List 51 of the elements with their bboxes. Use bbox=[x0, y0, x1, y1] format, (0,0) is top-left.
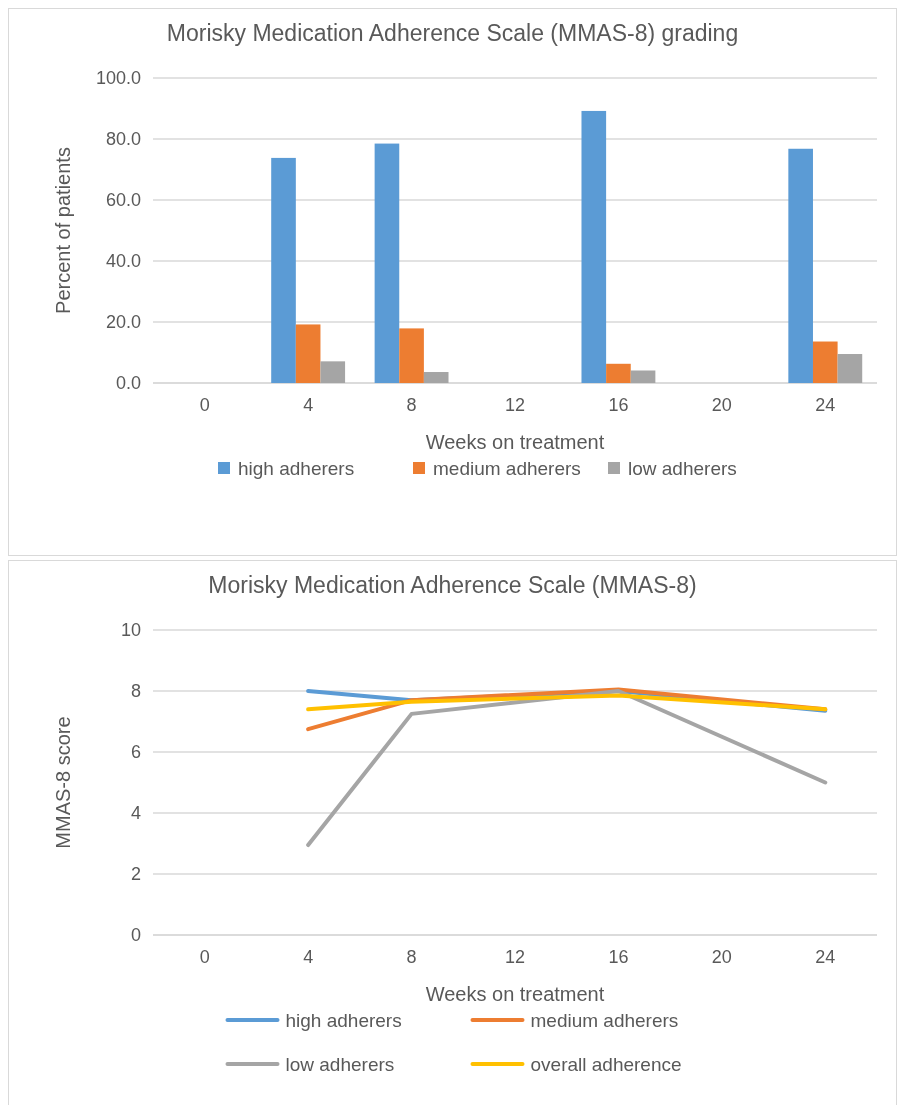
y-tick-label: 40.0 bbox=[105, 251, 141, 272]
y-tick-label: 80.0 bbox=[105, 129, 141, 150]
bar bbox=[630, 370, 656, 383]
x-tick-label: 0 bbox=[199, 947, 210, 967]
x-tick-label: 16 bbox=[608, 395, 629, 415]
x-tick-label: 8 bbox=[406, 947, 417, 967]
bar bbox=[423, 372, 449, 383]
bar bbox=[788, 148, 813, 383]
legend-label: high adherers bbox=[285, 1009, 402, 1031]
y-axis-title: Percent of patients bbox=[52, 147, 74, 314]
chart-title: Morisky Medication Adherence Scale (MMAS-8) grading bbox=[166, 20, 739, 46]
y-tick-label: 0 bbox=[130, 925, 141, 946]
x-tick-label: 0 bbox=[199, 395, 210, 415]
x-axis-title: Weeks on treatment bbox=[425, 983, 605, 1005]
bar bbox=[606, 363, 631, 383]
x-tick-label: 20 bbox=[711, 947, 732, 967]
y-tick-label: 2 bbox=[130, 864, 141, 885]
y-tick-label: 4 bbox=[130, 803, 141, 824]
y-tick-label: 10 bbox=[120, 620, 141, 641]
bar bbox=[295, 324, 321, 383]
x-tick-label: 8 bbox=[406, 395, 417, 415]
y-tick-label: 6 bbox=[130, 742, 141, 763]
bar bbox=[374, 143, 400, 383]
legend-label: overall adherence bbox=[530, 1053, 682, 1075]
y-tick-label: 60.0 bbox=[105, 190, 141, 211]
legend-label: medium adherers bbox=[530, 1009, 679, 1031]
legend-label: low adherers bbox=[628, 457, 737, 479]
x-tick-label: 24 bbox=[815, 395, 836, 415]
y-tick-label: 8 bbox=[130, 681, 141, 702]
x-tick-label: 12 bbox=[504, 395, 526, 415]
bar bbox=[399, 328, 424, 383]
legend-label: medium adherers bbox=[433, 457, 581, 479]
bar bbox=[320, 361, 346, 383]
x-tick-label: 16 bbox=[608, 947, 629, 967]
bar bbox=[271, 157, 296, 383]
bar bbox=[812, 341, 838, 383]
bar bbox=[581, 110, 607, 383]
y-tick-label: 100.0 bbox=[95, 68, 141, 89]
chart-title: Morisky Medication Adherence Scale (MMAS-8) bbox=[208, 572, 697, 598]
x-tick-label: 20 bbox=[711, 395, 732, 415]
x-tick-label: 24 bbox=[815, 947, 836, 967]
legend-label: high adherers bbox=[238, 457, 355, 479]
x-tick-label: 4 bbox=[303, 395, 314, 415]
bar bbox=[837, 354, 863, 383]
legend-label: low adherers bbox=[285, 1053, 395, 1075]
y-axis-title: MMAS-8 score bbox=[52, 716, 74, 849]
x-tick-label: 12 bbox=[504, 947, 526, 967]
x-tick-label: 4 bbox=[303, 947, 314, 967]
y-tick-label: 20.0 bbox=[105, 312, 141, 333]
x-axis-title: Weeks on treatment bbox=[425, 431, 605, 453]
y-tick-label: 0.0 bbox=[115, 373, 141, 394]
